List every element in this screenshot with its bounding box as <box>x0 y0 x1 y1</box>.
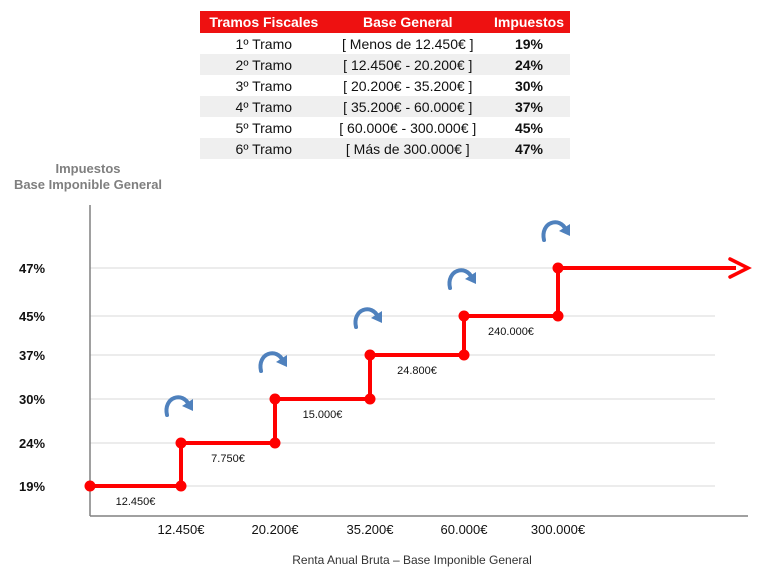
base-cell: [ 60.000€ - 300.000€ ] <box>327 117 488 138</box>
x-tick-label: 35.200€ <box>347 522 395 537</box>
rate-cell: 24% <box>488 54 570 75</box>
tramo-cell: 2º Tramo <box>200 54 328 75</box>
tax-brackets-table: Tramos Fiscales Base General Impuestos 1… <box>200 11 570 159</box>
curved-arrow-icon <box>258 351 287 373</box>
step-start-point <box>175 437 187 449</box>
curved-arrow-icon <box>541 220 570 242</box>
y-tick-label: 19% <box>19 479 45 494</box>
tax-step-line <box>90 266 736 488</box>
x-axis-title: Renta Anual Bruta – Base Imponible Gener… <box>292 553 531 567</box>
tramo-cell: 6º Tramo <box>200 138 328 159</box>
x-tick-label: 300.000€ <box>531 522 586 537</box>
rate-cell: 30% <box>488 75 570 96</box>
step-end-point <box>458 349 470 361</box>
x-tick-label: 60.000€ <box>441 522 489 537</box>
step-start-point <box>269 393 281 405</box>
tramo-cell: 3º Tramo <box>200 75 328 96</box>
segment-width-label: 12.450€ <box>116 496 156 508</box>
y-tick-label: 37% <box>19 348 45 363</box>
header-impuestos: Impuestos <box>488 11 570 33</box>
y-tick-label: 30% <box>19 392 45 407</box>
step-start-point <box>552 262 564 274</box>
step-start-point <box>458 310 470 322</box>
y-axis-title-line2: Base Imponible General <box>13 177 163 192</box>
curved-arrow-icon <box>447 268 476 290</box>
curved-arrow-icon <box>164 395 193 417</box>
header-tramos: Tramos Fiscales <box>200 11 328 33</box>
line-end-arrowhead <box>728 257 752 279</box>
x-tick-label: 12.450€ <box>158 522 206 537</box>
table-row: 4º Tramo [ 35.200€ - 60.000€ ] 37% <box>200 96 570 117</box>
table-row: 3º Tramo [ 20.200€ - 35.200€ ] 30% <box>200 75 570 96</box>
table-row: 6º Tramo [ Más de 300.000€ ] 47% <box>200 138 570 159</box>
y-axis-title-line1: Impuestos <box>55 161 121 176</box>
rate-cell: 47% <box>488 138 570 159</box>
base-cell: [ 35.200€ - 60.000€ ] <box>327 96 488 117</box>
table-header-row: Tramos Fiscales Base General Impuestos <box>200 11 570 33</box>
step-start-point <box>84 480 96 492</box>
base-cell: [ 12.450€ - 20.200€ ] <box>327 54 488 75</box>
table-row: 5º Tramo [ 60.000€ - 300.000€ ] 45% <box>200 117 570 138</box>
x-tick-label: 20.200€ <box>252 522 300 537</box>
step-end-point <box>364 393 376 405</box>
tramo-cell: 1º Tramo <box>200 33 328 54</box>
step-end-point <box>269 437 281 449</box>
y-tick-label: 47% <box>19 261 45 276</box>
tramo-cell: 4º Tramo <box>200 96 328 117</box>
header-base: Base General <box>327 11 488 33</box>
rate-cell: 45% <box>488 117 570 138</box>
table-row: 1º Tramo [ Menos de 12.450€ ] 19% <box>200 33 570 54</box>
table-row: 2º Tramo [ 12.450€ - 20.200€ ] 24% <box>200 54 570 75</box>
step-start-point <box>364 349 376 361</box>
rate-cell: 19% <box>488 33 570 54</box>
base-cell: [ Menos de 12.450€ ] <box>327 33 488 54</box>
rate-cell: 37% <box>488 96 570 117</box>
tramo-cell: 5º Tramo <box>200 117 328 138</box>
curved-arrow-icon <box>353 307 382 329</box>
segment-width-label: 15.000€ <box>303 409 343 421</box>
y-tick-label: 45% <box>19 309 45 324</box>
y-tick-label: 24% <box>19 436 45 451</box>
segment-width-label: 240.000€ <box>488 326 534 338</box>
base-cell: [ 20.200€ - 35.200€ ] <box>327 75 488 96</box>
step-end-point <box>552 310 564 322</box>
step-end-point <box>175 480 187 492</box>
segment-width-label: 24.800€ <box>397 365 437 377</box>
base-cell: [ Más de 300.000€ ] <box>327 138 488 159</box>
segment-width-label: 7.750€ <box>211 453 245 465</box>
